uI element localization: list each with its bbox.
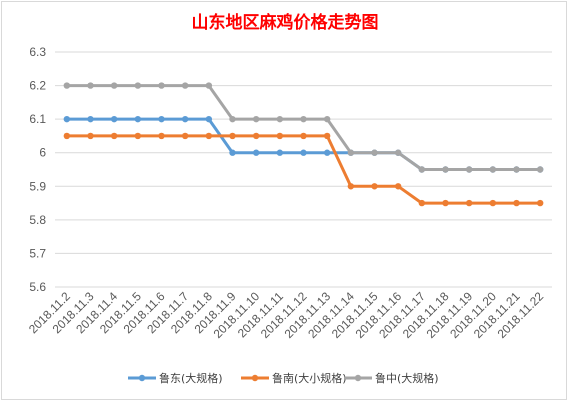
y-tick-label: 6.3	[29, 45, 46, 59]
data-point	[442, 166, 449, 173]
legend-marker	[354, 374, 362, 382]
data-point	[323, 115, 331, 123]
data-point	[347, 149, 355, 156]
data-point	[205, 82, 213, 89]
legend-marker	[138, 374, 146, 382]
data-point	[110, 115, 118, 123]
data-point	[158, 132, 165, 140]
data-point	[110, 82, 118, 89]
y-tick-label: 6.2	[29, 79, 46, 93]
data-point	[371, 149, 378, 156]
data-point	[300, 149, 307, 156]
y-tick-label: 5.9	[29, 179, 46, 193]
data-point	[63, 115, 71, 123]
data-point	[276, 149, 284, 156]
data-point	[323, 149, 331, 156]
data-point	[489, 199, 497, 207]
data-point	[347, 183, 355, 190]
series-3	[63, 82, 544, 173]
data-point	[371, 183, 378, 190]
data-point	[181, 132, 189, 140]
data-point	[465, 199, 473, 207]
data-point	[181, 82, 189, 89]
data-point	[276, 115, 284, 123]
data-point	[252, 132, 260, 140]
data-point	[252, 115, 260, 123]
data-point	[394, 183, 402, 190]
legend: 鲁东(大规格) 鲁南(大小规格) 鲁中(大规格)	[128, 371, 439, 385]
data-point	[536, 199, 544, 207]
data-point	[252, 149, 260, 156]
data-point	[87, 115, 94, 123]
data-point	[418, 166, 426, 173]
data-point	[394, 149, 402, 156]
data-point	[63, 132, 71, 140]
legend-label: 鲁南(大小规格)	[272, 371, 347, 385]
y-tick-label: 5.8	[29, 213, 46, 227]
data-point	[513, 199, 520, 207]
series-line	[66, 84, 541, 171]
data-point	[158, 115, 165, 123]
data-point	[181, 115, 189, 123]
data-point	[110, 132, 118, 140]
y-tick-label: 5.6	[29, 280, 46, 294]
legend-label: 鲁东(大规格)	[159, 371, 223, 385]
y-tick-label: 6	[39, 146, 46, 160]
data-point	[134, 82, 142, 89]
data-point	[134, 115, 142, 123]
data-point	[465, 166, 473, 173]
series-lines	[63, 82, 544, 207]
data-point	[229, 132, 236, 140]
y-axis-ticks: 6.3 6.2 6.1 6 5.9 5.8 5.7 5.6	[29, 45, 46, 294]
data-point	[300, 115, 307, 123]
series-1	[63, 115, 544, 173]
data-point	[134, 132, 142, 140]
legend-marker	[251, 374, 259, 382]
data-point	[536, 166, 544, 173]
data-point	[229, 115, 236, 123]
chart-title: 山东地区麻鸡价格走势图	[191, 13, 379, 33]
series-2	[63, 132, 544, 207]
series-line	[66, 117, 541, 171]
data-point	[158, 82, 165, 89]
data-point	[418, 199, 426, 207]
data-point	[513, 166, 520, 173]
data-point	[87, 82, 94, 89]
data-point	[205, 132, 213, 140]
y-tick-label: 6.1	[29, 112, 46, 126]
data-point	[87, 132, 94, 140]
y-tick-label: 5.7	[29, 246, 46, 260]
data-point	[63, 82, 71, 89]
data-point	[276, 132, 284, 140]
data-point	[229, 149, 236, 156]
data-point	[442, 199, 449, 207]
data-point	[300, 132, 307, 140]
data-point	[489, 166, 497, 173]
data-point	[205, 115, 213, 123]
data-point	[323, 132, 331, 140]
legend-label: 鲁中(大规格)	[375, 371, 439, 385]
x-axis-ticks: 2018.11.22018.11.32018.11.42018.11.52018…	[26, 289, 547, 341]
